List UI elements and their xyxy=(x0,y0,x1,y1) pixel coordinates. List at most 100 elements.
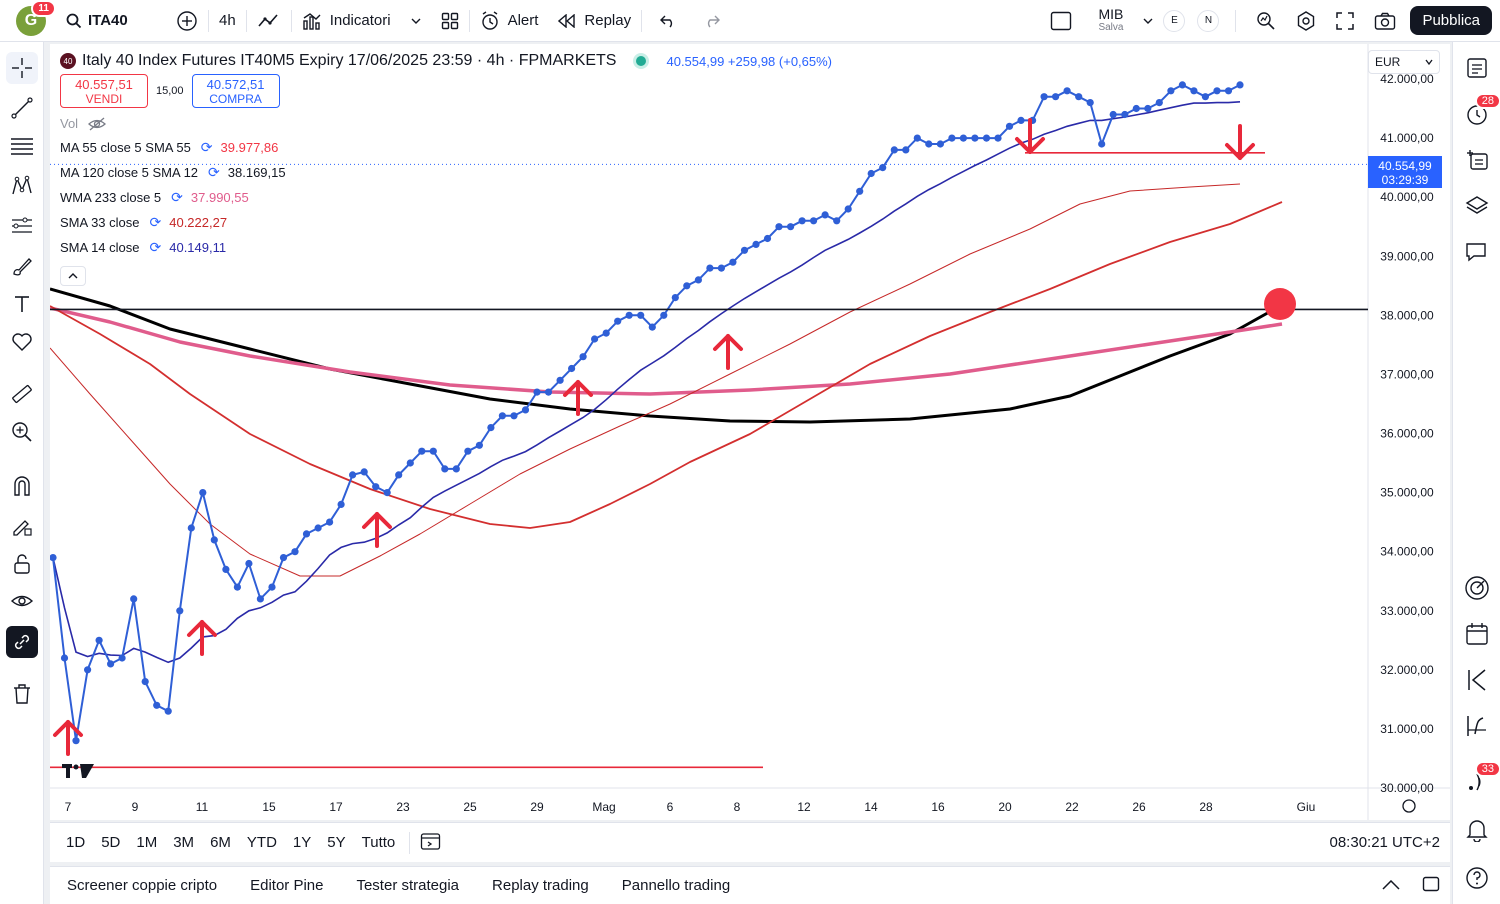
price-point[interactable] xyxy=(222,565,230,574)
price-point[interactable] xyxy=(302,530,311,538)
price-point[interactable] xyxy=(890,146,898,154)
price-point[interactable] xyxy=(187,524,195,532)
price-point[interactable] xyxy=(84,666,92,674)
price-point[interactable] xyxy=(556,376,564,384)
tab-trading-panel[interactable]: Pannello trading xyxy=(621,877,731,894)
price-point[interactable] xyxy=(464,447,472,455)
trendline-tool[interactable] xyxy=(6,92,38,124)
price-point[interactable] xyxy=(314,524,322,532)
hide-tool[interactable] xyxy=(6,586,38,618)
up-arrow[interactable] xyxy=(362,512,392,548)
price-point[interactable] xyxy=(210,536,218,544)
price-point[interactable] xyxy=(994,134,1002,142)
snapshot-button[interactable] xyxy=(1364,0,1406,42)
price-point[interactable] xyxy=(752,240,760,248)
tradingview-logo[interactable] xyxy=(62,760,94,786)
forecast-tool[interactable] xyxy=(6,210,38,242)
down-arrow[interactable] xyxy=(1015,118,1045,154)
price-point[interactable] xyxy=(1005,122,1014,130)
interval-button[interactable]: 4h xyxy=(209,0,246,42)
price-point[interactable] xyxy=(521,406,530,414)
panel-collapse-button[interactable] xyxy=(1370,877,1412,894)
price-point[interactable] xyxy=(50,554,57,562)
avatar[interactable]: G 11 xyxy=(16,0,56,36)
price-point[interactable] xyxy=(810,217,818,225)
hotlist-button[interactable] xyxy=(1461,710,1493,742)
annotation-layer[interactable] xyxy=(50,118,1368,769)
price-point[interactable] xyxy=(971,134,979,142)
sync-tool[interactable] xyxy=(6,626,38,658)
volume-row[interactable]: Vol xyxy=(60,116,832,131)
tab-strategy-tester[interactable]: Tester strategia xyxy=(356,877,460,894)
price-point[interactable] xyxy=(95,636,103,644)
tab-pine-editor[interactable]: Editor Pine xyxy=(250,877,324,894)
price-point[interactable] xyxy=(291,548,299,556)
compare-button[interactable] xyxy=(166,0,208,42)
delete-tool[interactable] xyxy=(6,678,38,710)
price-point[interactable] xyxy=(913,134,921,142)
price-point[interactable] xyxy=(452,465,460,473)
up-arrow[interactable] xyxy=(53,720,83,756)
refresh-icon[interactable]: ⟳ xyxy=(200,139,213,155)
price-point[interactable] xyxy=(1086,99,1094,107)
price-point[interactable] xyxy=(268,583,276,591)
sell-button[interactable]: 40.557,51 VENDI xyxy=(60,74,148,108)
price-point[interactable] xyxy=(936,140,945,148)
price-point[interactable] xyxy=(418,447,426,455)
price-point[interactable] xyxy=(648,323,656,331)
measure-tool[interactable] xyxy=(6,378,38,410)
price-point[interactable] xyxy=(429,447,437,455)
price-point[interactable] xyxy=(1167,87,1175,95)
price-point[interactable] xyxy=(1201,93,1209,101)
indicator-row[interactable]: SMA 14 close ⟳ 40.149,11 xyxy=(60,235,832,260)
chart-pane[interactable]: 42.000,00 41.000,00 40.000,00 39.000,00 38.0… xyxy=(50,44,1450,820)
price-point[interactable] xyxy=(245,559,253,568)
layout-name-button[interactable]: MIB Salva xyxy=(1082,0,1139,42)
time-axis[interactable]: 7 9 11 15 17 23 25 29 Mag 6 8 12 14 16 20 22 26 28 Giu xyxy=(65,800,1316,814)
price-point[interactable] xyxy=(1213,87,1221,95)
price-point[interactable] xyxy=(925,140,933,148)
price-point[interactable] xyxy=(337,500,345,508)
price-point[interactable] xyxy=(395,471,403,479)
price-chart[interactable]: 42.000,00 41.000,00 40.000,00 39.000,00 38.0… xyxy=(50,44,1450,820)
price-point[interactable] xyxy=(1017,116,1025,124)
n-button[interactable]: N xyxy=(1191,0,1225,42)
go-to-date-button[interactable] xyxy=(420,831,442,855)
help-button[interactable] xyxy=(1461,862,1493,894)
price-point[interactable] xyxy=(614,317,622,325)
symbol-title-row[interactable]: 40 Italy 40 Index Futures IT40M5 Expiry … xyxy=(60,52,832,70)
price-point[interactable] xyxy=(1144,104,1152,113)
price-point[interactable] xyxy=(1236,81,1244,89)
indicator-row[interactable]: SMA 33 close ⟳ 40.222,27 xyxy=(60,210,832,235)
symbol-search[interactable]: ITA40 xyxy=(56,0,166,42)
price-axis[interactable]: 42.000,00 41.000,00 40.000,00 39.000,00 38.0… xyxy=(1380,72,1434,795)
fib-tool[interactable] xyxy=(6,130,38,162)
range-1y[interactable]: 1Y xyxy=(292,834,312,851)
eye-off-icon[interactable] xyxy=(88,117,107,131)
price-point[interactable] xyxy=(360,468,368,476)
price-point[interactable] xyxy=(948,134,956,142)
price-point[interactable] xyxy=(176,607,184,615)
quick-search-button[interactable] xyxy=(1236,0,1286,42)
price-point[interactable] xyxy=(1052,93,1060,101)
indicators-dropdown[interactable] xyxy=(401,0,431,42)
price-point[interactable] xyxy=(1040,93,1048,101)
price-point[interactable] xyxy=(579,353,587,361)
price-point[interactable] xyxy=(118,654,126,662)
symbol-title[interactable]: Italy 40 Index Futures IT40M5 Expiry 17/… xyxy=(82,52,617,69)
settings-button[interactable] xyxy=(1286,0,1326,42)
price-point[interactable] xyxy=(72,737,80,745)
fullscreen-button[interactable] xyxy=(1326,0,1364,42)
watchlist-button[interactable] xyxy=(1461,52,1493,84)
redo-button[interactable] xyxy=(694,0,730,42)
magnet-tool[interactable] xyxy=(6,470,38,502)
chats-button[interactable] xyxy=(1461,236,1493,268)
templates-button[interactable] xyxy=(431,0,469,42)
layout-dropdown[interactable] xyxy=(1139,0,1157,42)
calendar-button[interactable] xyxy=(1461,618,1493,650)
price-point[interactable] xyxy=(671,294,679,302)
notifications-button[interactable] xyxy=(1461,814,1493,846)
price-point[interactable] xyxy=(326,518,334,526)
range-1d[interactable]: 1D xyxy=(66,834,86,851)
price-point[interactable] xyxy=(487,424,495,432)
